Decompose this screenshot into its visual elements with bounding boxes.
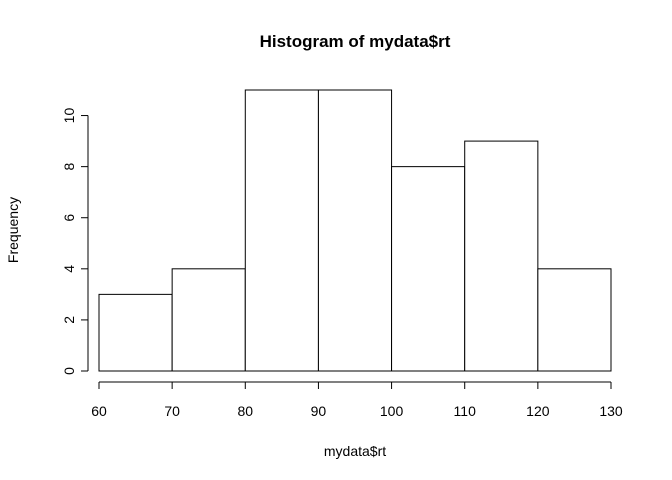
x-tick-label: 70 bbox=[164, 403, 180, 419]
histogram-bar-100-110 bbox=[391, 166, 466, 372]
y-axis: 0 2 4 6 8 10 bbox=[61, 108, 89, 375]
histogram-bars bbox=[98, 89, 612, 372]
y-tick-label: 8 bbox=[61, 163, 77, 171]
x-tick-label: 100 bbox=[380, 403, 404, 419]
y-tick-label: 6 bbox=[61, 214, 77, 222]
y-tick-label: 10 bbox=[61, 108, 77, 124]
chart-title: Histogram of mydata$rt bbox=[260, 32, 451, 51]
histogram-bar-80-90 bbox=[244, 89, 319, 372]
x-tick-label: 120 bbox=[526, 403, 550, 419]
histogram-bar-110-120 bbox=[464, 140, 539, 372]
y-axis-label: Frequency bbox=[5, 197, 21, 263]
x-axis: 60 70 80 90 100 110 120 130 bbox=[91, 381, 623, 419]
histogram-bar-70-80 bbox=[171, 268, 246, 372]
histogram-bar-60-70 bbox=[98, 293, 173, 372]
y-tick-label: 4 bbox=[61, 265, 77, 273]
x-tick-label: 130 bbox=[599, 403, 623, 419]
x-axis-label: mydata$rt bbox=[324, 443, 386, 459]
y-tick-label: 0 bbox=[61, 367, 77, 375]
x-tick-label: 90 bbox=[311, 403, 327, 419]
histogram-bar-120-130 bbox=[537, 268, 612, 372]
histogram-bar-90-100 bbox=[317, 89, 393, 372]
x-tick-label: 110 bbox=[454, 403, 477, 419]
x-tick-label: 60 bbox=[91, 403, 107, 419]
y-tick-label: 2 bbox=[61, 316, 77, 324]
x-tick-label: 80 bbox=[237, 403, 253, 419]
